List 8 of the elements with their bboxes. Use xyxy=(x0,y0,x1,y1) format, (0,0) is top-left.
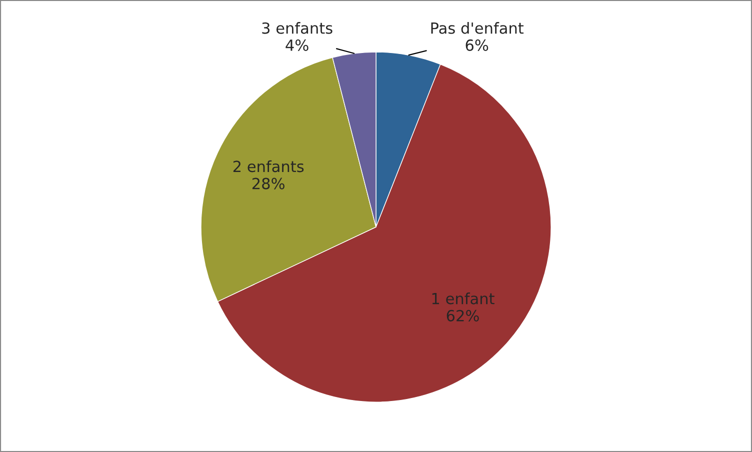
slice-label: 3 enfants xyxy=(262,22,332,34)
slice-label: Pas d'enfant xyxy=(431,22,524,34)
data-label: 6% xyxy=(466,39,488,51)
data-label: 62% xyxy=(446,310,479,322)
data-label: 4% xyxy=(286,39,308,51)
slice-label: 1 enfant xyxy=(432,292,494,304)
data-label: 28% xyxy=(252,178,284,190)
slice-label: 2 enfants xyxy=(233,160,304,172)
